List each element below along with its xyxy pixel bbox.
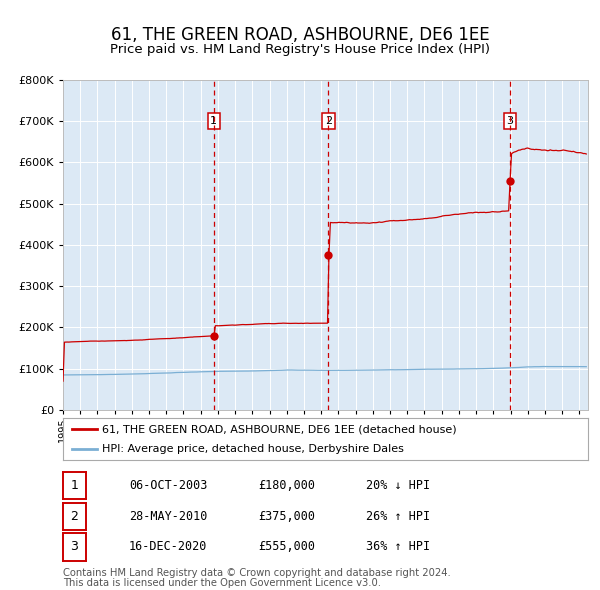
Text: 3: 3: [70, 540, 79, 553]
Text: 1: 1: [210, 116, 217, 126]
Text: 1: 1: [70, 479, 79, 492]
Text: HPI: Average price, detached house, Derbyshire Dales: HPI: Average price, detached house, Derb…: [103, 444, 404, 454]
Text: Price paid vs. HM Land Registry's House Price Index (HPI): Price paid vs. HM Land Registry's House …: [110, 43, 490, 56]
Text: 2: 2: [325, 116, 332, 126]
Text: 61, THE GREEN ROAD, ASHBOURNE, DE6 1EE: 61, THE GREEN ROAD, ASHBOURNE, DE6 1EE: [110, 27, 490, 44]
Text: 20% ↓ HPI: 20% ↓ HPI: [366, 479, 430, 492]
Text: £375,000: £375,000: [258, 510, 315, 523]
Text: 28-MAY-2010: 28-MAY-2010: [129, 510, 208, 523]
Text: 3: 3: [506, 116, 514, 126]
Text: Contains HM Land Registry data © Crown copyright and database right 2024.: Contains HM Land Registry data © Crown c…: [63, 569, 451, 578]
Text: 26% ↑ HPI: 26% ↑ HPI: [366, 510, 430, 523]
Text: 36% ↑ HPI: 36% ↑ HPI: [366, 540, 430, 553]
Text: £555,000: £555,000: [258, 540, 315, 553]
Text: 16-DEC-2020: 16-DEC-2020: [129, 540, 208, 553]
Text: 61, THE GREEN ROAD, ASHBOURNE, DE6 1EE (detached house): 61, THE GREEN ROAD, ASHBOURNE, DE6 1EE (…: [103, 424, 457, 434]
Text: 06-OCT-2003: 06-OCT-2003: [129, 479, 208, 492]
Text: £180,000: £180,000: [258, 479, 315, 492]
Text: This data is licensed under the Open Government Licence v3.0.: This data is licensed under the Open Gov…: [63, 578, 381, 588]
Text: 2: 2: [70, 510, 79, 523]
